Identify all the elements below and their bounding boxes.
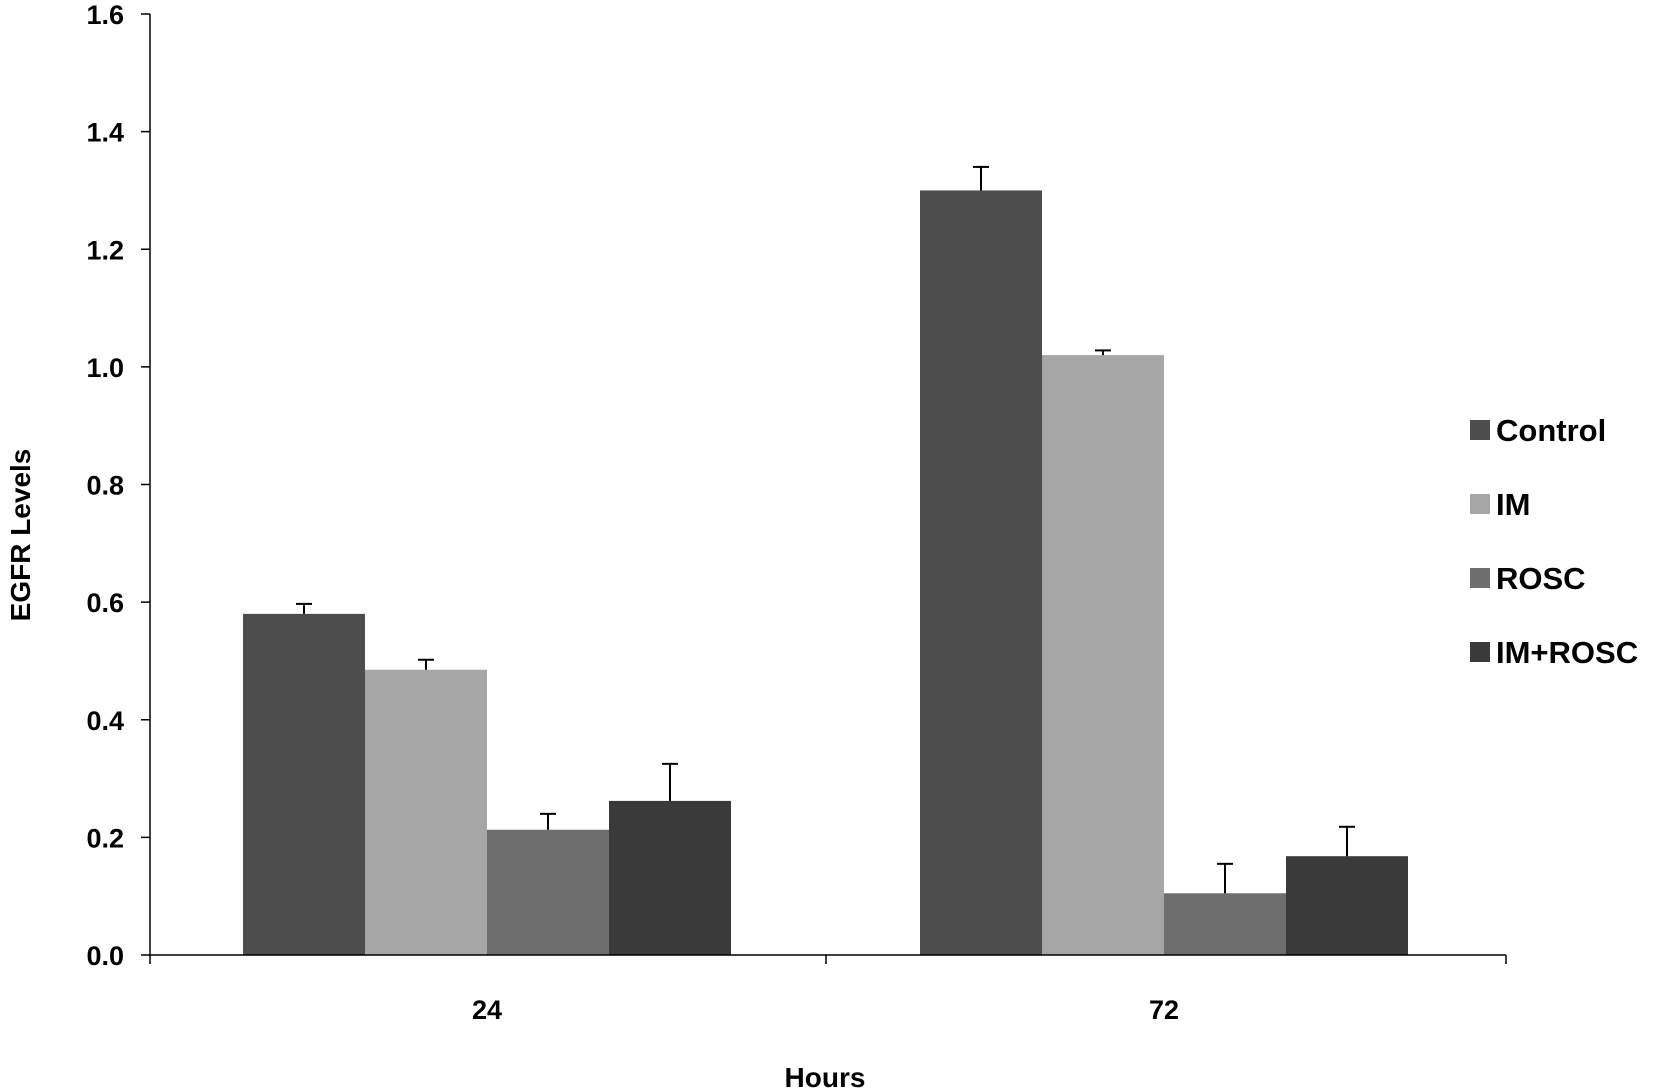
error-bar-im-72 [1095, 349, 1111, 356]
legend-entry: ROSC [1470, 561, 1586, 596]
legend-entry: IM+ROSC [1470, 635, 1638, 670]
legend-swatch [1470, 420, 1490, 440]
bar-control-24 [243, 613, 365, 955]
error-bar-im-24 [418, 658, 434, 670]
y-tick-label: 0.6 [86, 588, 124, 618]
y-tick-label: 0.2 [86, 823, 124, 853]
legend-entry: IM [1470, 487, 1530, 522]
axes [149, 14, 1506, 956]
legend: Control IM ROSC IM+ROSC [1470, 413, 1638, 670]
error-bar-im-rosc-72 [1339, 825, 1355, 857]
bar-im-rosc-24 [609, 800, 731, 955]
legend-label: ROSC [1496, 561, 1586, 596]
y-tick-label: 0.8 [86, 471, 124, 501]
bar-im-rosc-72 [1286, 856, 1408, 955]
legend-entry: Control [1470, 413, 1606, 448]
y-axis-ticks: 0.0 0.2 0.4 0.6 0.8 1.0 1.2 1.4 1.6 [86, 0, 150, 971]
bar-rosc-24 [487, 829, 609, 955]
bar-control-72 [920, 190, 1042, 955]
x-tick-label: 72 [1149, 995, 1179, 1025]
y-axis-title: EGFR Levels [5, 449, 36, 622]
error-bar-rosc-72 [1217, 862, 1233, 894]
bar-im-24 [365, 669, 487, 955]
x-axis-title: Hours [785, 1062, 866, 1090]
error-bar-control-72 [973, 165, 989, 191]
legend-label: IM [1496, 487, 1530, 522]
y-tick-label: 1.0 [86, 353, 124, 383]
y-tick-label: 1.4 [86, 118, 124, 148]
x-axis-ticks: 24 72 [149, 955, 1507, 1025]
y-tick-label: 0.0 [86, 941, 124, 971]
y-tick-label: 1.2 [86, 235, 124, 265]
error-bar-im-rosc-24 [662, 762, 678, 801]
legend-swatch [1470, 568, 1490, 588]
legend-swatch [1470, 494, 1490, 514]
x-tick-label: 24 [472, 995, 502, 1025]
bar-rosc-72 [1164, 893, 1286, 955]
legend-label: Control [1496, 413, 1606, 448]
error-bar-rosc-24 [540, 812, 556, 830]
y-tick-label: 0.4 [86, 706, 124, 736]
legend-label: IM+ROSC [1496, 635, 1638, 670]
bars [243, 190, 1408, 955]
error-bar-control-24 [296, 602, 312, 614]
bar-im-72 [1042, 355, 1164, 955]
y-tick-label: 1.6 [86, 0, 124, 30]
error-bars [296, 165, 1355, 894]
legend-swatch [1470, 642, 1490, 662]
